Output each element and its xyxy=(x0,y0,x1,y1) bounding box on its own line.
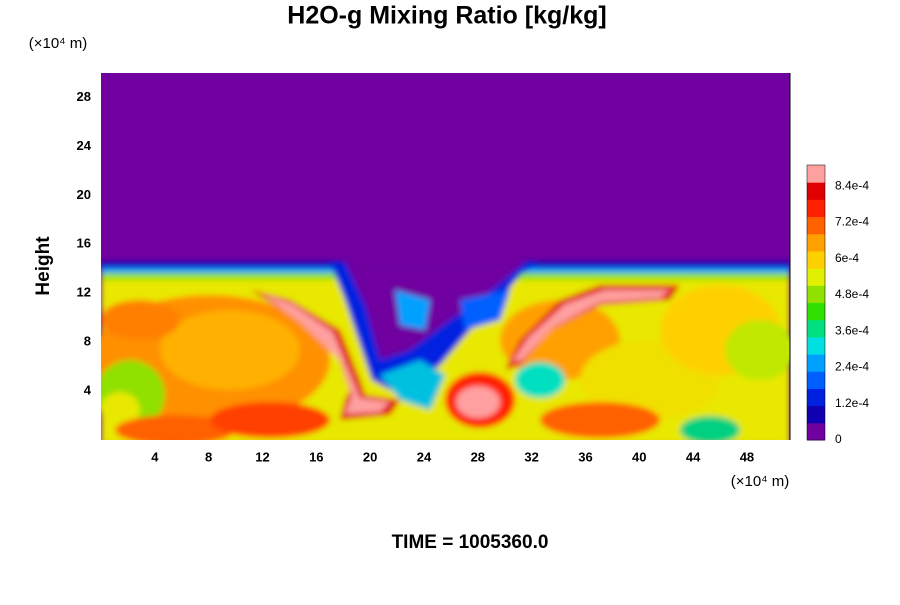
x-tick-label: 32 xyxy=(524,449,538,464)
x-tick-label: 20 xyxy=(363,449,377,464)
colorbar-tick-label: 3.6e-4 xyxy=(835,323,869,337)
y-tick-label: 8 xyxy=(84,334,91,349)
colorbar-band xyxy=(807,216,825,235)
colorbar-tick-label: 7.2e-4 xyxy=(835,215,869,229)
y-tick-label: 20 xyxy=(77,187,91,202)
colorbar-band xyxy=(807,165,825,183)
colorbar-band xyxy=(807,405,825,424)
colorbar-band xyxy=(807,285,825,303)
colorbar-band xyxy=(807,182,825,200)
colorbar-band xyxy=(807,268,825,286)
colorbar-band xyxy=(807,354,825,372)
y-tick-label: 4 xyxy=(84,383,92,398)
time-label: TIME = 1005360.0 xyxy=(392,532,549,553)
chart-title: H2O-g Mixing Ratio [kg/kg] xyxy=(287,2,606,30)
colorbar-tick-label: 4.8e-4 xyxy=(835,287,869,301)
x-tick-label: 36 xyxy=(578,449,592,464)
colorbar-band xyxy=(807,422,825,441)
y-tick-label: 28 xyxy=(77,89,91,104)
x-tick-label: 40 xyxy=(632,449,646,464)
x-tick-label: 16 xyxy=(309,449,323,464)
x-tick-label: 12 xyxy=(255,449,269,464)
x-tick-label: 8 xyxy=(205,449,212,464)
colorbar-band xyxy=(807,388,825,407)
colorbar-tick-label: 6e-4 xyxy=(835,251,859,265)
colorbar-band xyxy=(807,371,825,389)
colorbar-band xyxy=(807,233,825,252)
colorbar-tick-label: 0 xyxy=(835,432,842,446)
y-tick-label: 16 xyxy=(77,236,91,251)
y-tick-label: 24 xyxy=(77,138,92,153)
x-tick-label: 24 xyxy=(417,449,432,464)
colorbar-band xyxy=(807,336,825,355)
colorbar-band xyxy=(807,302,825,321)
x-tick-label: 48 xyxy=(740,449,754,464)
y-axis-label: Height xyxy=(33,236,54,296)
colorbar-band xyxy=(807,250,825,269)
x-tick-label: 4 xyxy=(151,449,159,464)
colorbar-band xyxy=(807,319,825,338)
colorbar-band xyxy=(807,199,825,218)
colorbar-tick-label: 2.4e-4 xyxy=(835,360,869,374)
contour-field xyxy=(101,73,790,440)
colorbar-tick-label: 1.2e-4 xyxy=(835,396,869,410)
x-unit-label: (×10⁴ m) xyxy=(731,473,790,490)
colorbar-tick-label: 8.4e-4 xyxy=(835,178,869,192)
y-unit-label: (×10⁴ m) xyxy=(29,35,88,52)
colorbar-frame xyxy=(806,164,826,441)
x-tick-label: 44 xyxy=(686,449,701,464)
y-tick-label: 12 xyxy=(77,285,91,300)
x-tick-label: 28 xyxy=(471,449,485,464)
